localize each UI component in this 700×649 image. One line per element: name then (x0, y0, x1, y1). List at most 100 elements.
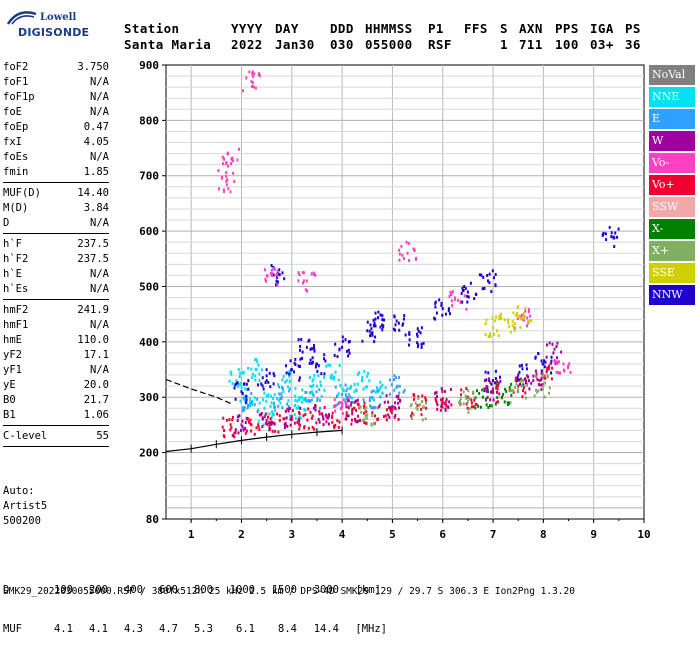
param-value: 1.06 (83, 409, 109, 421)
data-point-cluster (485, 384, 488, 388)
data-point-cluster (466, 300, 469, 304)
data-point-cluster (412, 247, 415, 251)
data-point-cluster (297, 405, 300, 409)
data-point (310, 398, 313, 402)
data-point-cluster (341, 405, 344, 409)
data-point-cluster (443, 389, 446, 393)
data-point-cluster (275, 283, 278, 287)
data-point-cluster (379, 380, 382, 384)
param-value: 3.750 (77, 61, 109, 73)
data-point-cluster (266, 422, 269, 426)
data-point-cluster (509, 330, 512, 334)
data-point-cluster (526, 374, 529, 378)
data-point-cluster (233, 386, 236, 390)
data-point (331, 373, 334, 377)
data-point-cluster (315, 390, 318, 394)
data-point-cluster (262, 423, 265, 427)
data-point-cluster (257, 424, 260, 428)
muf-value: 6.1 (236, 623, 255, 635)
data-point-cluster (508, 386, 511, 390)
data-point-cluster (509, 401, 512, 405)
data-point-cluster (516, 305, 519, 309)
data-point-cluster (498, 317, 501, 321)
x-tick-label: 3 (288, 528, 295, 541)
muf-distance-table: D 100 200 400 600 800 1000 1500 3000 [km] MUF 4.1 4… (3, 558, 387, 649)
param-value: 1.85 (83, 166, 109, 178)
data-point-cluster (555, 344, 558, 348)
data-point-cluster (441, 405, 444, 409)
data-point-cluster (470, 405, 473, 409)
data-point (341, 345, 344, 349)
data-point (517, 384, 520, 388)
chart-grid (162, 64, 645, 523)
data-point-cluster (386, 400, 389, 404)
data-point-cluster (311, 414, 314, 418)
data-point-cluster (310, 272, 313, 276)
data-point-cluster (520, 363, 523, 367)
data-point-cluster (278, 414, 281, 418)
data-point-cluster (331, 420, 334, 424)
data-point-cluster (393, 415, 396, 419)
data-point-cluster (445, 403, 448, 407)
data-point-cluster (363, 417, 366, 421)
legend-item-nne: NNE (649, 87, 695, 107)
legend-item-w: W (649, 131, 695, 151)
data-point-cluster (491, 269, 494, 273)
param-row: h`F2 237.5 (3, 252, 109, 267)
data-point-cluster (333, 398, 336, 402)
data-point-cluster (538, 378, 541, 382)
param-row: foF1 N/A (3, 75, 109, 90)
data-point-cluster (282, 374, 285, 378)
data-point-cluster (287, 404, 290, 408)
data-point-cluster (302, 279, 305, 283)
data-point-cluster (521, 395, 524, 399)
data-point-cluster (490, 290, 493, 294)
distance-row: D 100 200 400 600 800 1000 1500 3000 [km] (3, 584, 387, 597)
param-label: B1 (3, 409, 16, 421)
data-point-cluster (373, 406, 376, 410)
data-point-cluster (511, 320, 514, 324)
data-point-cluster (284, 409, 287, 413)
data-point-cluster (347, 348, 350, 352)
data-point-cluster (604, 232, 607, 236)
data-point-cluster (342, 398, 345, 402)
data-point-cluster (485, 403, 488, 407)
data-point-cluster (261, 384, 264, 388)
data-point-cluster (293, 370, 296, 374)
data-point-cluster (297, 364, 300, 368)
data-point-cluster (309, 384, 312, 388)
data-point-cluster (374, 311, 377, 315)
param-label: foE (3, 106, 22, 118)
data-point-cluster (535, 388, 538, 392)
data-point-cluster (553, 347, 556, 351)
data-point-cluster (285, 371, 288, 375)
header-value-s: 1 (500, 37, 508, 52)
data-point-cluster (230, 372, 233, 376)
data-point-cluster (231, 159, 234, 163)
data-point-cluster (273, 401, 276, 405)
data-point-cluster (308, 338, 311, 342)
data-point-cluster (229, 370, 232, 374)
data-point (295, 406, 298, 410)
data-point-cluster (264, 279, 267, 283)
data-point-cluster (421, 394, 424, 398)
data-point-cluster (494, 402, 497, 406)
data-point (250, 401, 253, 405)
data-point-cluster (532, 374, 535, 378)
header-label-iga: IGA (590, 21, 614, 36)
data-point-cluster (497, 400, 500, 404)
data-point-cluster (307, 407, 310, 411)
data-point-cluster (244, 426, 247, 430)
data-point-cluster (341, 386, 344, 390)
data-point-cluster (312, 377, 315, 381)
data-point-cluster (232, 171, 235, 175)
data-point-cluster (263, 406, 266, 410)
y-tick-label: 700 (139, 170, 159, 183)
param-row: B1 1.06 (3, 408, 109, 423)
data-point-cluster (252, 75, 255, 79)
data-point-cluster (546, 366, 549, 370)
data-point-cluster (231, 434, 234, 438)
data-point-cluster (378, 387, 381, 391)
data-point-cluster (350, 401, 353, 405)
data-point-cluster (550, 355, 553, 359)
